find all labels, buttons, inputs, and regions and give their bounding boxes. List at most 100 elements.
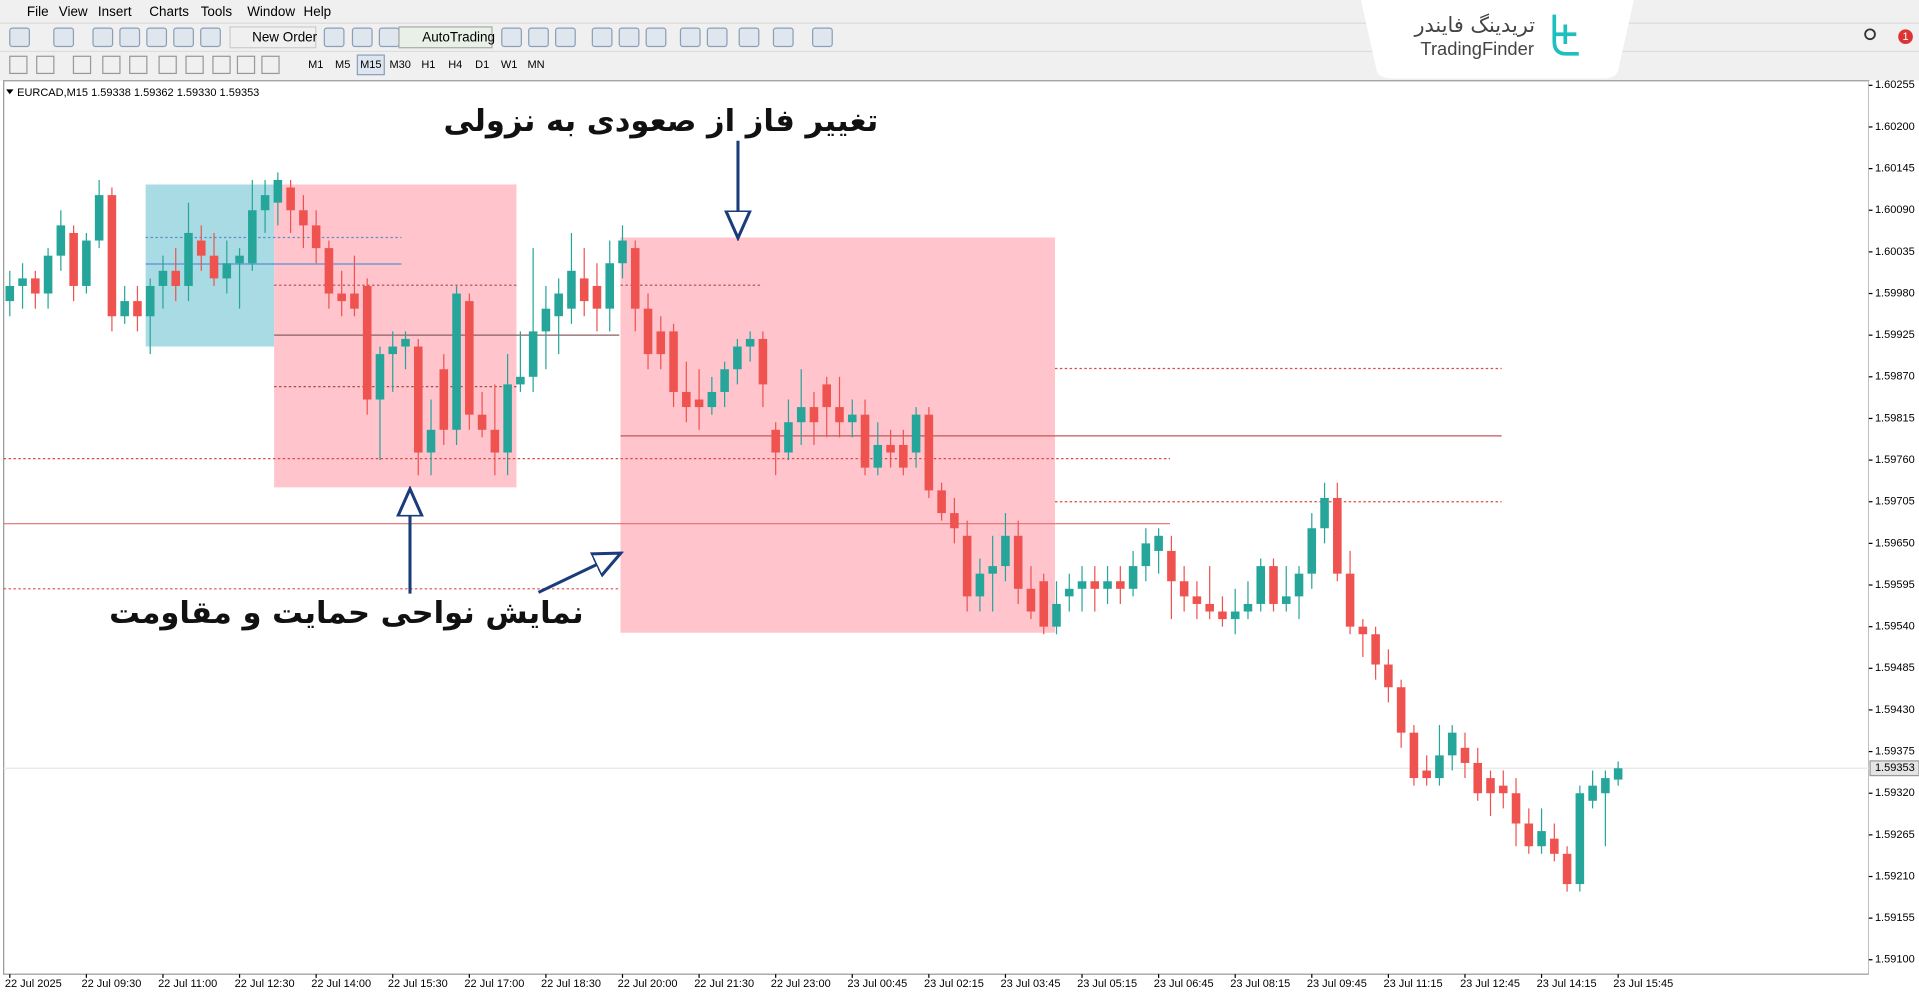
annotation: نمایش نواحی حمایت و مقاومت bbox=[109, 596, 583, 631]
menu-item[interactable]: Help bbox=[304, 4, 332, 19]
candle-body bbox=[1524, 823, 1534, 847]
candle-body bbox=[962, 535, 972, 597]
timeframe-label: M1 bbox=[308, 59, 323, 71]
toolbar-button[interactable] bbox=[645, 27, 667, 48]
candle-body bbox=[120, 301, 129, 317]
candle-body bbox=[1473, 762, 1483, 794]
candle-body bbox=[516, 376, 525, 385]
candle-body bbox=[592, 285, 602, 309]
candle-body bbox=[1205, 603, 1214, 612]
toolbar-button[interactable] bbox=[501, 27, 522, 48]
drawing-tool[interactable] bbox=[9, 55, 28, 75]
y-tick-label: 1.59980 bbox=[1875, 287, 1915, 299]
candle-body bbox=[822, 384, 832, 408]
candle-body bbox=[1511, 793, 1521, 824]
y-tick-label: 1.59155 bbox=[1875, 912, 1915, 924]
zone bbox=[274, 184, 517, 488]
candle-body bbox=[835, 407, 844, 423]
toolbar-button[interactable] bbox=[618, 27, 640, 48]
drawing-tool[interactable] bbox=[129, 55, 148, 75]
drawing-tool[interactable] bbox=[72, 55, 92, 75]
y-tick-label: 1.59595 bbox=[1875, 579, 1915, 591]
drawing-tool[interactable] bbox=[236, 55, 256, 75]
toolbar-button[interactable] bbox=[200, 27, 221, 48]
candle-body bbox=[1601, 778, 1610, 794]
candle-body bbox=[286, 187, 295, 211]
x-tick-label: 23 Jul 14:15 bbox=[1537, 978, 1597, 990]
candle-body bbox=[1013, 535, 1023, 589]
candle-body bbox=[1192, 596, 1202, 604]
candle-body bbox=[682, 391, 691, 408]
logo-persian: تریدینگ فایندر bbox=[1413, 13, 1535, 37]
toolbar-button[interactable] bbox=[706, 27, 728, 48]
menu-item[interactable]: Charts bbox=[149, 4, 189, 19]
toolbar-button[interactable] bbox=[9, 27, 30, 48]
logo-icon bbox=[1552, 14, 1579, 56]
candle-body bbox=[69, 232, 78, 286]
drawing-tool[interactable] bbox=[102, 55, 121, 75]
toolbar-button[interactable] bbox=[738, 27, 760, 48]
menu-item[interactable]: Insert bbox=[98, 4, 132, 19]
toolbar-button[interactable] bbox=[173, 27, 194, 48]
candle-body bbox=[1218, 611, 1227, 620]
drawing-tool[interactable] bbox=[158, 55, 177, 75]
drawing-tool[interactable] bbox=[261, 55, 280, 75]
toolbar-button[interactable] bbox=[119, 27, 141, 48]
x-tick-label: 23 Jul 06:45 bbox=[1154, 978, 1214, 990]
candle-body bbox=[465, 301, 474, 415]
candle-body bbox=[260, 195, 270, 211]
candle-body bbox=[1345, 573, 1355, 627]
drawing-tool[interactable] bbox=[185, 55, 204, 75]
new-order-button[interactable] bbox=[229, 26, 317, 49]
x-tick-label: 23 Jul 05:15 bbox=[1077, 978, 1137, 990]
drawing-tool[interactable] bbox=[212, 55, 231, 75]
candle-body bbox=[1090, 581, 1100, 589]
toolbar-button[interactable] bbox=[812, 27, 833, 48]
search-icon[interactable] bbox=[1864, 28, 1876, 41]
candle-body bbox=[1384, 664, 1393, 688]
candle-body bbox=[630, 248, 640, 309]
candle-body bbox=[235, 255, 244, 264]
toolbar-button[interactable] bbox=[591, 27, 613, 48]
menu-item[interactable]: Tools bbox=[201, 4, 233, 19]
toolbar-button[interactable] bbox=[53, 27, 75, 48]
y-tick-label: 1.59705 bbox=[1875, 496, 1915, 508]
candle-body bbox=[669, 331, 678, 392]
menu-item[interactable]: Window bbox=[247, 4, 295, 19]
y-tick-label: 1.60200 bbox=[1875, 121, 1915, 133]
candle-body bbox=[248, 210, 257, 264]
candle-body bbox=[1154, 535, 1163, 551]
candle-body bbox=[1039, 581, 1049, 627]
notification-badge[interactable] bbox=[1898, 29, 1913, 45]
y-tick-label: 1.60035 bbox=[1875, 246, 1915, 258]
candle-body bbox=[605, 263, 615, 309]
candle-body bbox=[490, 429, 500, 453]
candle-body bbox=[401, 338, 410, 347]
y-tick-label: 1.59540 bbox=[1875, 621, 1915, 633]
toolbar-button[interactable] bbox=[772, 27, 794, 48]
y-tick-label: 1.59265 bbox=[1875, 829, 1915, 841]
candle-body bbox=[1575, 793, 1585, 885]
toolbar-button[interactable] bbox=[92, 27, 114, 48]
candle-body bbox=[350, 293, 359, 309]
toolbar-button[interactable] bbox=[146, 27, 168, 48]
toolbar-button[interactable] bbox=[679, 27, 701, 48]
candle-body bbox=[375, 354, 385, 400]
candle-body bbox=[579, 278, 589, 302]
menu-item[interactable]: File bbox=[27, 4, 49, 19]
toolbar-button[interactable] bbox=[351, 27, 373, 48]
candle-body bbox=[618, 240, 627, 264]
toolbar-button[interactable] bbox=[528, 27, 549, 48]
candle-body bbox=[1588, 785, 1597, 801]
menu-item[interactable]: View bbox=[59, 4, 88, 19]
timeframe-button[interactable] bbox=[356, 54, 385, 76]
toolbar-button[interactable] bbox=[378, 27, 400, 48]
drawing-tool[interactable] bbox=[36, 55, 55, 75]
toolbar-button[interactable] bbox=[555, 27, 576, 48]
x-tick-label: 23 Jul 00:45 bbox=[847, 978, 907, 990]
y-tick-label: 1.60145 bbox=[1875, 163, 1915, 175]
toolbar-button[interactable] bbox=[323, 27, 345, 48]
candle-body bbox=[643, 308, 653, 355]
autotrading-button[interactable] bbox=[398, 26, 493, 49]
